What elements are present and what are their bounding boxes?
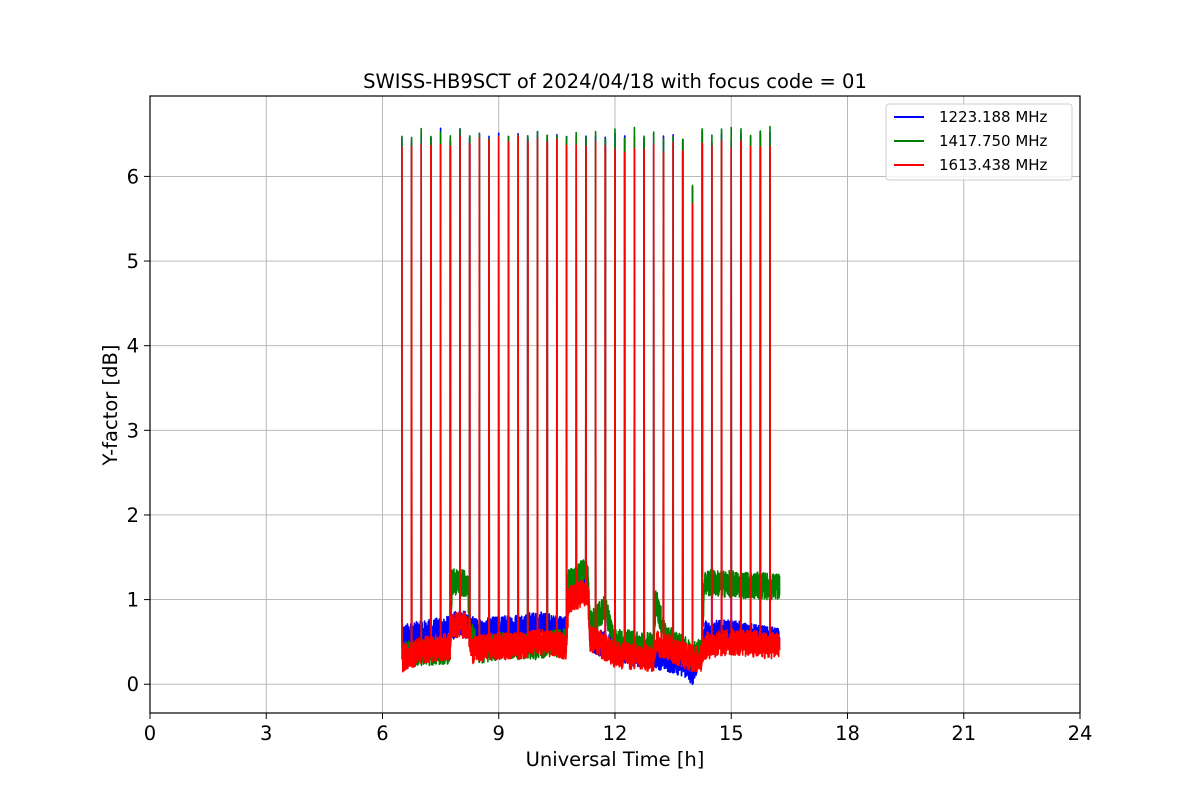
series-line-0	[401, 127, 781, 686]
series-line-1	[401, 125, 781, 669]
x-tick-label: 3	[260, 722, 272, 745]
y-tick-label: 4	[127, 335, 139, 358]
y-tick-label: 0	[127, 673, 139, 696]
plot-area	[401, 125, 781, 686]
y-tick-label: 1	[127, 589, 139, 612]
series-line-2	[401, 135, 781, 673]
x-tick-label: 15	[719, 722, 744, 745]
x-axis: 0 3 6 9 12 15 18 21 24	[144, 713, 1093, 745]
y-axis-label: Y-factor [dB]	[99, 345, 122, 467]
x-tick-label: 18	[835, 722, 860, 745]
y-tick-label: 6	[127, 165, 139, 188]
y-tick-label: 5	[127, 250, 139, 273]
chart-title: SWISS-HB9SCT of 2024/04/18 with focus co…	[363, 70, 867, 93]
legend: 1223.188 MHz 1417.750 MHz 1613.438 MHz	[885, 103, 1073, 181]
y-tick-label: 2	[127, 504, 139, 527]
x-tick-label: 6	[376, 722, 388, 745]
x-tick-label: 21	[951, 722, 976, 745]
legend-label-1: 1417.750 MHz	[939, 132, 1048, 150]
y-tick-label: 3	[127, 419, 139, 442]
x-tick-label: 0	[144, 722, 156, 745]
x-tick-label: 9	[493, 722, 505, 745]
x-tick-label: 24	[1068, 722, 1093, 745]
legend-label-0: 1223.188 MHz	[939, 108, 1048, 126]
y-axis: 0 1 2 3 4 5 6	[127, 165, 150, 696]
x-tick-label: 12	[603, 722, 628, 745]
legend-label-2: 1613.438 MHz	[939, 156, 1048, 174]
legend-box	[885, 103, 1073, 181]
x-axis-label: Universal Time [h]	[526, 748, 705, 771]
